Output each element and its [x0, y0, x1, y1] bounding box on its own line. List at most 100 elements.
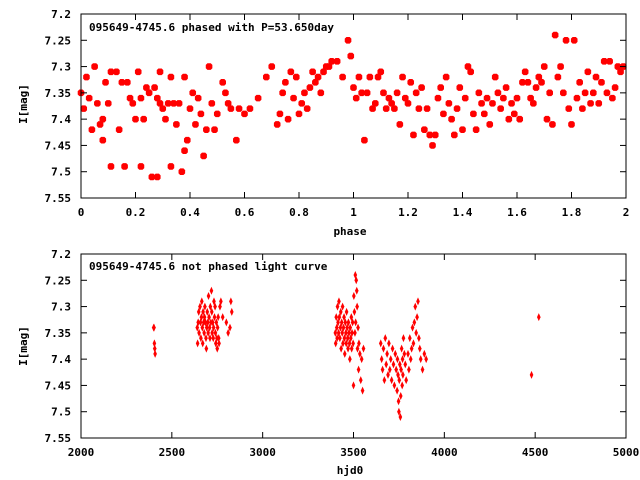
data-point — [344, 339, 349, 348]
data-point — [334, 313, 339, 322]
data-point — [491, 73, 499, 81]
data-point — [207, 323, 212, 332]
data-point — [357, 339, 361, 348]
data-point — [227, 105, 235, 112]
data-point — [215, 344, 220, 353]
data-point — [423, 105, 431, 112]
data-point — [211, 323, 216, 332]
data-point — [358, 349, 362, 358]
data-point — [210, 318, 215, 327]
data-point — [197, 328, 201, 337]
data-point — [338, 334, 342, 343]
x-tick-label: 1.2 — [398, 206, 418, 219]
data-point — [263, 73, 270, 81]
data-point — [587, 100, 594, 107]
data-point — [363, 89, 371, 97]
data-point — [404, 100, 412, 107]
data-point — [535, 73, 543, 81]
data-point — [206, 292, 211, 301]
data-point — [344, 307, 349, 316]
unphased-points — [151, 271, 541, 421]
phased-chart-title: 095649-4745.6 phased with P=53.650day — [89, 21, 334, 34]
data-point — [416, 297, 420, 306]
data-point — [317, 89, 325, 97]
data-point — [340, 302, 345, 311]
data-point — [309, 68, 316, 76]
data-point — [372, 100, 379, 107]
data-point — [170, 100, 177, 107]
data-point — [213, 302, 217, 311]
data-point — [385, 349, 389, 358]
data-point — [390, 344, 395, 353]
y-tick-label: 7.3 — [51, 61, 71, 74]
data-point — [199, 313, 204, 322]
data-point — [195, 339, 200, 348]
data-point — [377, 68, 385, 76]
x-tick-label: 0.4 — [180, 206, 200, 219]
unphased-x-axis-label: hjd0 — [337, 464, 364, 477]
data-point — [399, 365, 403, 374]
data-point — [336, 318, 340, 327]
x-tick-label: 1 — [350, 206, 357, 219]
x-tick-label: 2500 — [159, 446, 186, 459]
data-point — [398, 391, 403, 400]
data-point — [400, 355, 405, 364]
data-point — [396, 370, 400, 379]
data-point — [388, 365, 392, 374]
x-tick-label: 0 — [78, 206, 85, 219]
data-point — [396, 121, 404, 128]
data-point — [347, 52, 355, 60]
data-point — [426, 131, 434, 139]
data-point — [386, 370, 390, 379]
data-point — [355, 344, 360, 353]
unphased-x-tick-labels: 2000 2500 3000 3500 4000 4500 5000 — [68, 446, 640, 459]
data-point — [213, 339, 218, 348]
x-tick-label: 4000 — [431, 446, 458, 459]
y-tick-label: 7.25 — [45, 34, 72, 47]
y-tick-label: 7.35 — [45, 327, 72, 340]
data-point — [565, 105, 573, 112]
data-point — [355, 302, 359, 311]
data-point — [614, 63, 622, 70]
data-point — [524, 79, 532, 86]
data-point — [134, 68, 142, 76]
data-point — [568, 121, 575, 128]
data-point — [339, 73, 346, 81]
data-point — [366, 73, 374, 81]
data-point — [314, 73, 322, 81]
data-point — [337, 297, 341, 306]
data-point — [200, 297, 204, 306]
data-point — [502, 84, 510, 91]
data-point — [212, 297, 216, 306]
data-point — [397, 407, 401, 416]
data-point — [543, 115, 551, 123]
data-point — [603, 89, 611, 97]
data-point — [206, 328, 210, 337]
x-tick-label: 3500 — [340, 446, 367, 459]
data-point — [408, 334, 412, 343]
data-point — [353, 318, 358, 327]
data-point — [456, 84, 464, 91]
y-tick-label: 7.25 — [45, 274, 72, 287]
data-point — [320, 68, 327, 76]
data-point — [148, 173, 156, 181]
data-point — [328, 58, 335, 65]
data-point — [403, 360, 408, 369]
data-point — [167, 163, 175, 170]
data-point — [345, 323, 349, 332]
data-point — [398, 412, 403, 421]
data-point — [355, 73, 363, 81]
data-point — [349, 344, 354, 353]
data-point — [140, 115, 147, 123]
data-point — [113, 68, 120, 76]
data-point — [407, 365, 411, 374]
data-point — [401, 334, 406, 343]
data-point — [115, 126, 123, 133]
data-point — [126, 94, 134, 102]
data-point — [418, 355, 423, 364]
data-point — [576, 79, 583, 86]
data-point — [413, 302, 418, 311]
data-point — [395, 355, 400, 364]
data-point — [222, 89, 229, 97]
data-point — [481, 110, 488, 118]
